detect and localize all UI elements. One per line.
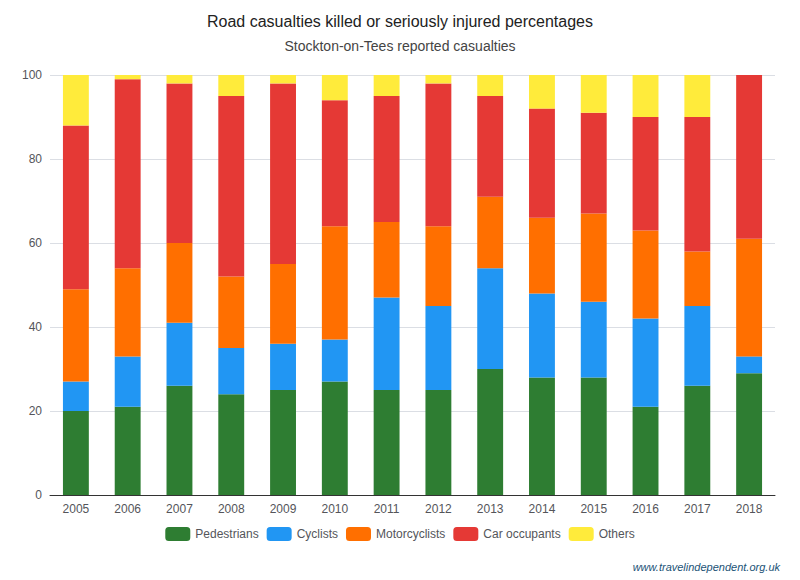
svg-text:60: 60 (29, 236, 43, 250)
svg-text:Pedestrians: Pedestrians (195, 527, 258, 541)
svg-text:2006: 2006 (114, 502, 141, 516)
svg-text:2010: 2010 (321, 502, 348, 516)
svg-text:www.travelindependent.org.uk: www.travelindependent.org.uk (633, 561, 781, 573)
svg-text:40: 40 (29, 320, 43, 334)
svg-text:2018: 2018 (736, 502, 763, 516)
svg-text:2009: 2009 (270, 502, 297, 516)
svg-text:2015: 2015 (580, 502, 607, 516)
svg-text:2013: 2013 (477, 502, 504, 516)
svg-text:Others: Others (599, 527, 635, 541)
svg-text:80: 80 (29, 152, 43, 166)
svg-text:20: 20 (29, 404, 43, 418)
svg-text:Cyclists: Cyclists (297, 527, 338, 541)
svg-text:2005: 2005 (63, 502, 90, 516)
svg-text:2016: 2016 (632, 502, 659, 516)
svg-text:Car occupants: Car occupants (483, 527, 560, 541)
svg-text:2014: 2014 (529, 502, 556, 516)
svg-text:2011: 2011 (374, 502, 400, 516)
svg-text:Road casualties killed or seri: Road casualties killed or seriously inju… (207, 13, 593, 30)
svg-text:2017: 2017 (684, 502, 711, 516)
svg-text:Stockton-on-Tees reported casu: Stockton-on-Tees reported casualties (284, 38, 515, 54)
svg-text:2008: 2008 (218, 502, 245, 516)
svg-text:100: 100 (22, 68, 42, 82)
svg-text:2012: 2012 (425, 502, 452, 516)
svg-text:Motorcyclists: Motorcyclists (376, 527, 445, 541)
svg-text:2007: 2007 (166, 502, 193, 516)
svg-text:0: 0 (35, 488, 42, 502)
